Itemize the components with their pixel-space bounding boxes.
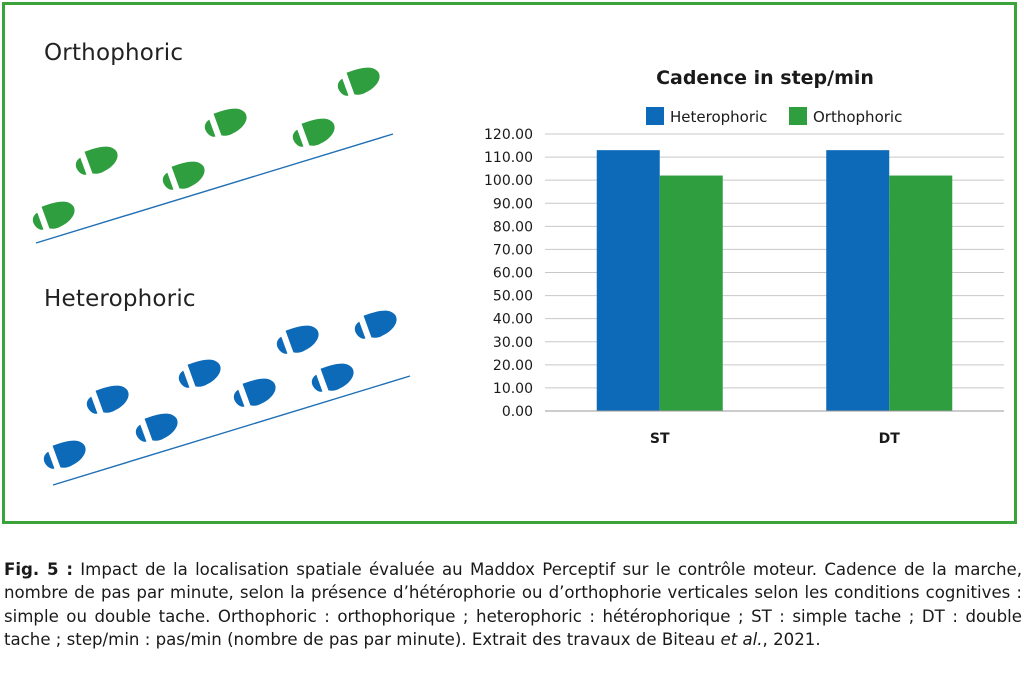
y-tick-label: 60.00 [493, 266, 533, 282]
chart-title: Cadence in step/min [656, 67, 874, 89]
y-tick-label: 10.00 [493, 381, 533, 397]
bar-heterophoric-st [596, 150, 660, 412]
legend-swatch-heterophoric [646, 107, 664, 125]
y-tick-label: 120.00 [484, 127, 533, 143]
y-tick-label: 40.00 [493, 312, 533, 328]
footprints-illustration [29, 62, 411, 486]
y-tick-label: 80.00 [493, 219, 533, 235]
y-axis-tick-labels: 0.00 10.00 20.00 30.00 40.00 50.00 60.00 70.00 8… [484, 127, 533, 420]
hetero-path-line [52, 375, 411, 486]
x-tick-label-dt: DT [879, 431, 901, 447]
legend-label-orthophoric: Orthophoric [813, 108, 902, 126]
bar-orthophoric-dt [889, 175, 953, 411]
caption-text: Impact de la localisation spatiale évalu… [4, 560, 1022, 650]
caption-fig-ref: Fig. 5 : [4, 560, 73, 579]
y-tick-label: 20.00 [493, 358, 533, 374]
bar-orthophoric-st [659, 175, 723, 411]
ortho-path-line [35, 133, 394, 244]
y-tick-label: 70.00 [493, 242, 533, 258]
y-tick-label: 110.00 [484, 150, 533, 166]
figure-caption: Fig. 5 : Impact de la localisation spati… [4, 558, 1022, 652]
chart-legend: Heterophoric Orthophoric [646, 107, 902, 126]
bar-heterophoric-dt [826, 150, 890, 412]
legend-swatch-orthophoric [789, 107, 807, 125]
orthophoric-label: Orthophoric [44, 40, 184, 66]
heterophoric-label: Heterophoric [44, 286, 196, 312]
y-tick-label: 50.00 [493, 289, 533, 305]
chart-bars [596, 150, 953, 412]
y-tick-label: 90.00 [493, 196, 533, 212]
y-tick-label: 100.00 [484, 173, 533, 189]
caption-et-al: et al. [720, 630, 763, 650]
cadence-bar-chart: Cadence in step/min Heterophoric Orthoph… [484, 67, 1004, 447]
x-tick-label-st: ST [650, 431, 670, 447]
y-tick-label: 30.00 [493, 335, 533, 351]
caption-year: , 2021. [762, 630, 821, 650]
x-axis-tick-labels: ST DT [650, 431, 900, 447]
y-tick-label: 0.00 [502, 404, 533, 420]
legend-label-heterophoric: Heterophoric [670, 108, 767, 126]
